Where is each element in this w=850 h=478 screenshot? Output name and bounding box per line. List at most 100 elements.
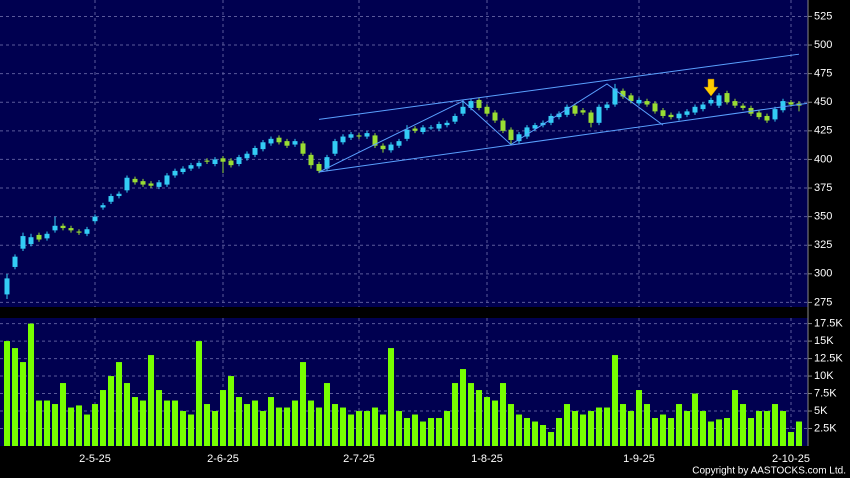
candle-body [188,165,194,169]
candle-body [588,112,594,123]
candle-body [532,125,538,129]
volume-bar [764,411,770,446]
volume-bar [124,383,130,446]
volume-bar [4,341,10,446]
candle-body [124,177,130,191]
volume-bar [796,421,802,446]
volume-bar [44,400,50,446]
candle-body [684,111,690,115]
volume-bar [252,400,258,446]
candle-body [652,103,658,112]
candle-body [36,234,42,240]
candle-body [428,127,434,129]
volume-bar [668,418,674,446]
volume-bar [388,348,394,446]
volume-bar [772,404,778,446]
x-tick-label: 2-7-25 [343,453,375,465]
candle-body [92,216,98,222]
volume-bar [340,407,346,446]
volume-bar [420,421,426,446]
candle-body [340,136,346,143]
y-tick-label: 475 [814,68,832,80]
y-tick-label: 325 [814,239,832,251]
volume-bar [724,418,730,446]
candle-body [404,129,410,139]
volume-bar [220,390,226,446]
volume-bar [692,393,698,446]
volume-bar [644,404,650,446]
volume-bar [708,421,714,446]
volume-bar [164,400,170,446]
y-tick-label: 500 [814,39,832,51]
volume-bar [604,407,610,446]
candle-body [380,145,386,150]
volume-bar [100,390,106,446]
candle-body [556,113,562,118]
price-panel [0,0,808,307]
volume-bar [300,362,306,446]
volume-bar [372,407,378,446]
candle-body [780,101,786,111]
candle-body [276,137,282,143]
candle-body [324,157,330,169]
candle-body [412,128,418,131]
volume-bar [508,404,514,446]
candle-body [372,135,378,146]
volume-bar [612,355,618,446]
volume-bar [780,411,786,446]
volume-bar [476,390,482,446]
candle-body [164,175,170,185]
y-tick-label: 525 [814,10,832,22]
candle-body [356,135,362,137]
volume-bar [156,390,162,446]
candle-body [60,225,66,229]
volume-bar [596,407,602,446]
volume-bar [628,411,634,446]
volume-bar [364,411,370,446]
candle-body [284,141,290,146]
candle-body [700,104,706,110]
volume-bar [172,400,178,446]
candle-body [4,278,10,295]
candle-body [300,143,306,154]
candle-body [604,104,610,108]
candle-body [20,236,26,249]
volume-bar [444,411,450,446]
y-tick-label: 12.5K [814,352,843,364]
volume-bar [76,405,82,446]
candle-body [692,106,698,113]
volume-bar [236,397,242,446]
volume-bar [468,383,474,446]
candle-body [436,123,442,129]
candle-body [148,183,154,186]
candle-body [212,159,218,165]
candle-body [628,95,634,102]
volume-bar [676,404,682,446]
volume-bar [460,369,466,446]
candle-body [132,178,138,183]
volume-bar [204,404,210,446]
volume-bar [36,400,42,446]
volume-bar [524,418,530,446]
candle-body [364,133,370,137]
volume-bar [212,411,218,446]
volume-bar [284,407,290,446]
candle-body [500,120,506,131]
volume-bar [268,397,274,446]
volume-bar [556,418,562,446]
candle-body [620,90,626,97]
candle-body [420,127,426,132]
volume-bar [540,425,546,446]
candle-body [204,160,210,162]
y-tick-label: 425 [814,125,832,137]
x-tick-label: 1-8-25 [471,453,503,465]
volume-bar [148,355,154,446]
candle-body [564,106,570,115]
candle-body [772,109,778,120]
candle-body [28,237,34,245]
y-tick-label: 350 [814,211,832,223]
candle-body [740,105,746,108]
candle-body [724,93,730,103]
volume-bar [620,404,626,446]
candle-body [388,144,394,151]
